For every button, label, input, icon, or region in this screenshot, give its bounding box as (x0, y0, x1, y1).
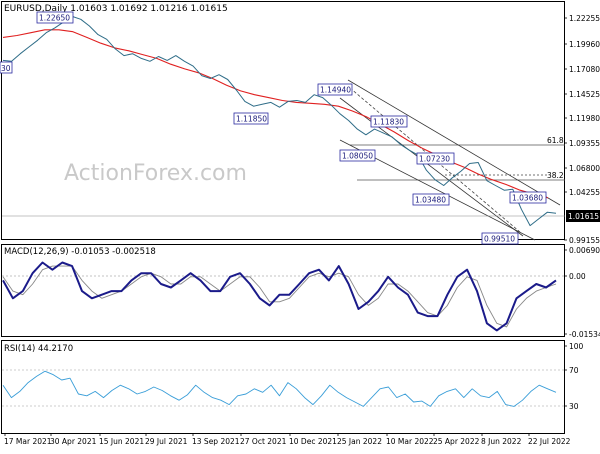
rsi-y-tick-label: 100 (569, 342, 584, 351)
price-series-group (2, 15, 557, 227)
price-label: 1.11850 (236, 115, 267, 124)
price-label: 1.03680 (512, 194, 543, 203)
channel-inner-line (339, 97, 524, 237)
price-y-tick-label: 1.19960 (569, 40, 600, 49)
rsi-panel-frame (1, 340, 565, 434)
price-y-tick-label: 1.17080 (569, 65, 600, 74)
macd-signal-line (2, 265, 557, 328)
rsi-header: RSI(14) 44.2170 (4, 344, 73, 354)
macd-y-tick-label: -0.015348 (569, 330, 600, 339)
price-y-tick-label: 1.06800 (569, 164, 600, 173)
current-price-tag-bg (566, 210, 600, 222)
rsi-series-group (2, 370, 557, 407)
macd-panel-frame (1, 244, 565, 337)
macd-line (2, 261, 557, 332)
price-label: 1.07230 (419, 155, 450, 164)
fib-61.8-label: 61.8 (547, 136, 564, 145)
x-tick-label: 13 Sep 2021 (192, 437, 240, 446)
macd-y-tick-label: 0.006906 (569, 246, 600, 255)
x-tick-label: 17 Mar 2021 (4, 437, 52, 446)
price-y-tick-label: 1.14525 (569, 90, 600, 99)
price-y-tick-label: 1.09355 (569, 139, 600, 148)
x-tick-label: 15 Jun 2021 (99, 437, 144, 446)
x-tick-label: 10 Mar 2022 (386, 437, 434, 446)
x-tick-label: 30 Apr 2021 (50, 437, 97, 446)
rsi-y-ticks: 100 70 30 (564, 342, 584, 411)
x-tick-label: 27 Oct 2021 (240, 437, 287, 446)
macd-header: MACD(12,26,9) -0.01053 -0.002518 (4, 247, 156, 257)
price-label-box (416, 152, 455, 165)
x-tick-label: 8 Jun 2022 (481, 437, 522, 446)
price-label: 1.08050 (342, 152, 373, 161)
fib-38.2-label: 38.2 (547, 171, 564, 180)
current-price-tag: 1.01615 (568, 212, 599, 221)
macd-series-group (2, 261, 557, 332)
price-label-box (370, 115, 408, 128)
price-label-box (509, 191, 547, 204)
x-tick-label: 29 Jul 2021 (145, 437, 188, 446)
price-header: EURUSD,Daily 1.01603 1.01692 1.01216 1.0… (4, 4, 228, 14)
x-tick-label: 25 Apr 2022 (433, 437, 480, 446)
price-label: 1.22650 (39, 14, 70, 23)
x-tick-label: 25 Jan 2022 (337, 437, 382, 446)
macd-y-ticks: 0.006906 0.00 -0.015348 (564, 246, 600, 339)
price-y-ticks: 1.22255 1.19960 1.17080 1.14525 1.11980 1.093… (564, 14, 600, 245)
x-tick-label: 22 Jul 2022 (528, 437, 571, 446)
price-label: 1.11830 (373, 118, 404, 127)
price-y-tick-label: 0.99155 (569, 236, 600, 245)
price-label: 1.14940 (320, 86, 351, 95)
price-label-box (36, 11, 74, 24)
price-label-box (317, 83, 353, 96)
price-y-tick-label: 1.22255 (569, 14, 600, 23)
price-panel-frame (1, 1, 565, 240)
price-label: 1.03480 (415, 196, 446, 205)
price-label-group: 1.22650 1.14940 1.11850 1.11830 1.08050 1.072… (36, 11, 547, 245)
macd-y-tick-label: 0.00 (569, 272, 586, 281)
price-label-box (339, 149, 376, 162)
price-label-box (481, 232, 519, 245)
left-cut-label: 30 (1, 64, 11, 73)
x-tick-label: 10 Dec 2021 (289, 437, 337, 446)
price-y-tick-label: 1.04255 (569, 188, 600, 197)
price-y-tick-label: 1.11980 (569, 114, 600, 123)
rsi-y-tick-label: 30 (569, 402, 579, 411)
price-label-box (233, 112, 269, 125)
rsi-line (2, 370, 557, 407)
moving-average-line (2, 29, 549, 199)
price-line (2, 15, 557, 227)
channel-upper-line (347, 79, 561, 206)
price-label-box (412, 193, 450, 206)
left-cut-label-box (0, 61, 13, 74)
rsi-y-tick-label: 70 (569, 366, 579, 375)
price-label: 0.99510 (484, 235, 515, 244)
watermark: ActionForex.com (64, 161, 247, 186)
